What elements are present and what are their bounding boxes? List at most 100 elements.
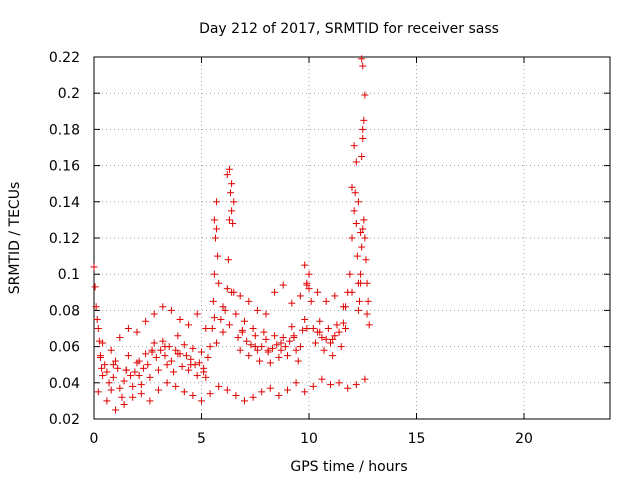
data-point [352, 381, 360, 389]
grid-lines [94, 57, 610, 419]
data-point [185, 366, 193, 374]
data-point [225, 321, 233, 329]
data-point [228, 207, 236, 215]
data-point [137, 381, 145, 389]
data-point [144, 361, 152, 369]
data-point [249, 325, 257, 332]
data-point [348, 288, 356, 296]
data-point [152, 353, 160, 361]
data-point [351, 189, 359, 197]
data-point [163, 361, 171, 369]
data-point [142, 350, 150, 358]
data-point [137, 390, 145, 398]
data-point [362, 256, 370, 264]
x-tick-label: 15 [408, 431, 426, 447]
data-points [90, 55, 373, 414]
data-point [271, 332, 279, 340]
data-point [142, 317, 150, 325]
data-point [303, 325, 311, 332]
data-point [120, 377, 128, 385]
data-point [223, 386, 231, 394]
data-point [279, 334, 287, 342]
data-point [206, 390, 214, 398]
data-point [150, 310, 158, 318]
data-point [353, 252, 361, 260]
data-point [247, 341, 255, 349]
data-point [346, 270, 354, 278]
data-point [350, 207, 358, 215]
data-point [262, 310, 270, 318]
data-point [155, 366, 162, 374]
y-tick-label: 0.02 [49, 412, 80, 428]
data-point [359, 134, 367, 142]
data-point [146, 373, 154, 381]
data-point [352, 158, 360, 166]
data-point [301, 388, 309, 396]
data-point [360, 216, 368, 224]
data-point [348, 234, 356, 242]
data-point [290, 334, 298, 342]
data-point [288, 323, 296, 331]
data-point [202, 325, 210, 332]
data-point [163, 379, 171, 387]
data-point [93, 315, 101, 323]
data-point [202, 373, 210, 381]
data-point [120, 401, 128, 409]
data-point [264, 346, 272, 354]
data-point [275, 353, 283, 361]
data-point [219, 328, 227, 336]
data-point [245, 352, 253, 360]
data-point [198, 348, 205, 356]
data-point [187, 361, 195, 369]
data-point [277, 346, 285, 354]
data-point [354, 306, 362, 314]
data-point [172, 382, 180, 390]
data-point [357, 279, 365, 287]
data-point [314, 288, 322, 296]
data-point [129, 382, 137, 390]
data-point [112, 406, 119, 414]
data-point [279, 281, 287, 289]
data-point [112, 357, 119, 365]
data-point [116, 334, 124, 342]
data-point [363, 310, 371, 318]
data-point [124, 352, 132, 360]
data-point [185, 321, 193, 329]
y-tick-label: 0.04 [49, 376, 80, 392]
data-point [103, 368, 111, 376]
x-axis-label: GPS time / hours [290, 459, 407, 475]
x-tick-label: 20 [515, 431, 533, 447]
data-point [361, 91, 369, 99]
data-point [206, 343, 214, 351]
data-point [180, 341, 188, 349]
data-point [210, 216, 218, 224]
data-point [358, 153, 366, 161]
data-point [361, 375, 369, 383]
data-point [344, 384, 352, 392]
data-point [335, 379, 343, 387]
data-point [266, 359, 274, 367]
data-point [352, 220, 360, 228]
data-point [358, 243, 366, 251]
data-point [209, 297, 217, 305]
data-point [339, 319, 347, 327]
data-point [234, 334, 242, 342]
data-point [109, 373, 117, 381]
data-point [167, 306, 175, 314]
data-point [273, 341, 281, 349]
data-point [296, 343, 304, 351]
y-tick-label: 0.08 [49, 303, 80, 319]
data-point [135, 372, 143, 380]
y-tick-label: 0.12 [49, 231, 80, 247]
data-point [286, 337, 294, 345]
data-point [228, 288, 236, 296]
data-point [217, 315, 225, 323]
data-point [281, 343, 289, 351]
data-point [253, 346, 261, 354]
data-point [358, 55, 366, 63]
data-point [327, 381, 334, 389]
data-point [271, 288, 279, 296]
data-point [131, 368, 139, 376]
data-point [180, 388, 188, 396]
